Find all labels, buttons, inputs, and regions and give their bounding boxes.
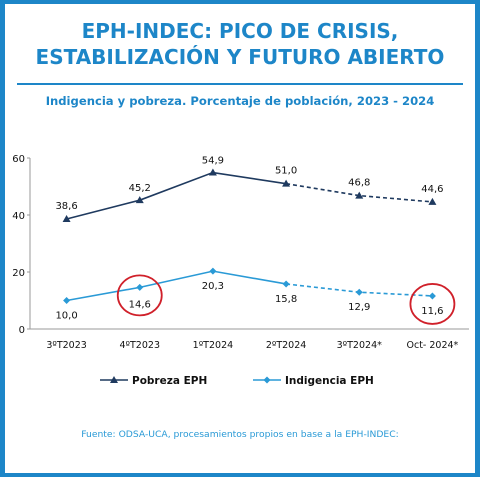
data-point-marker <box>428 292 436 300</box>
data-label: 54,9 <box>202 156 224 167</box>
y-tick-label: 40 <box>12 211 25 222</box>
series-line-solid <box>66 171 287 220</box>
data-label: 20,3 <box>202 281 224 292</box>
legend-label: Pobreza EPH <box>132 375 207 387</box>
data-label: 38,6 <box>55 201 77 212</box>
legend-swatch-marker <box>263 376 271 384</box>
data-label: 11,6 <box>421 306 443 317</box>
x-tick-label: 2ºT2024 <box>266 340 307 351</box>
chart-title: Indigencia y pobreza. Porcentaje de pobl… <box>45 94 435 108</box>
highlight-circle <box>116 274 163 317</box>
data-point-marker <box>355 288 363 296</box>
source-note: Fuente: ODSA-UCA, procesamientos propios… <box>81 429 399 440</box>
series-line-solid <box>66 270 287 302</box>
data-point-marker <box>63 297 71 304</box>
data-point-marker <box>135 196 144 204</box>
data-label: 44,6 <box>421 184 443 195</box>
title-divider <box>17 83 463 85</box>
data-point-marker <box>209 267 217 275</box>
series-line-dashed <box>285 182 433 203</box>
y-tick-label: 20 <box>12 268 25 279</box>
highlight-circle <box>409 283 456 325</box>
x-tick-label: 3ºT2024* <box>337 340 383 351</box>
data-label: 12,9 <box>348 302 370 313</box>
data-point-marker <box>282 179 291 187</box>
infographic-card: EPH-INDEC: PICO DE CRISIS, ESTABILIZACIÓ… <box>5 4 475 473</box>
legend-label: Indigencia EPH <box>285 375 374 387</box>
legend-swatch-marker <box>110 376 118 383</box>
data-point-marker <box>208 168 217 176</box>
title-line-1: EPH-INDEC: PICO DE CRISIS, <box>81 19 399 43</box>
data-point-marker <box>282 280 290 288</box>
x-tick-label: 4ºT2023 <box>119 340 160 351</box>
data-label: 51,0 <box>275 166 297 177</box>
data-label: 10,0 <box>55 311 77 322</box>
data-point-marker <box>136 283 144 291</box>
y-tick-label: 0 <box>19 325 25 336</box>
data-label: 45,2 <box>129 183 151 194</box>
x-tick-label: Oct- 2024* <box>407 340 459 351</box>
page-title: EPH-INDEC: PICO DE CRISIS, ESTABILIZACIÓ… <box>5 18 475 70</box>
line-chart: 0 20 40 60 3ºT2023 4ºT2023 1ºT2024 2ºT2024 3ºT20… <box>12 154 469 387</box>
data-point-marker <box>355 191 364 199</box>
title-line-2: ESTABILIZACIÓN Y FUTURO ABIERTO <box>35 45 445 69</box>
y-tick-label: 60 <box>12 154 25 165</box>
data-label: 46,8 <box>348 178 370 189</box>
data-label: 15,8 <box>275 294 297 305</box>
data-point-marker <box>62 214 71 222</box>
x-tick-label: 1ºT2024 <box>193 340 234 351</box>
data-label: 14,6 <box>129 299 151 310</box>
data-point-marker <box>428 197 437 205</box>
x-tick-label: 3ºT2023 <box>46 340 87 351</box>
